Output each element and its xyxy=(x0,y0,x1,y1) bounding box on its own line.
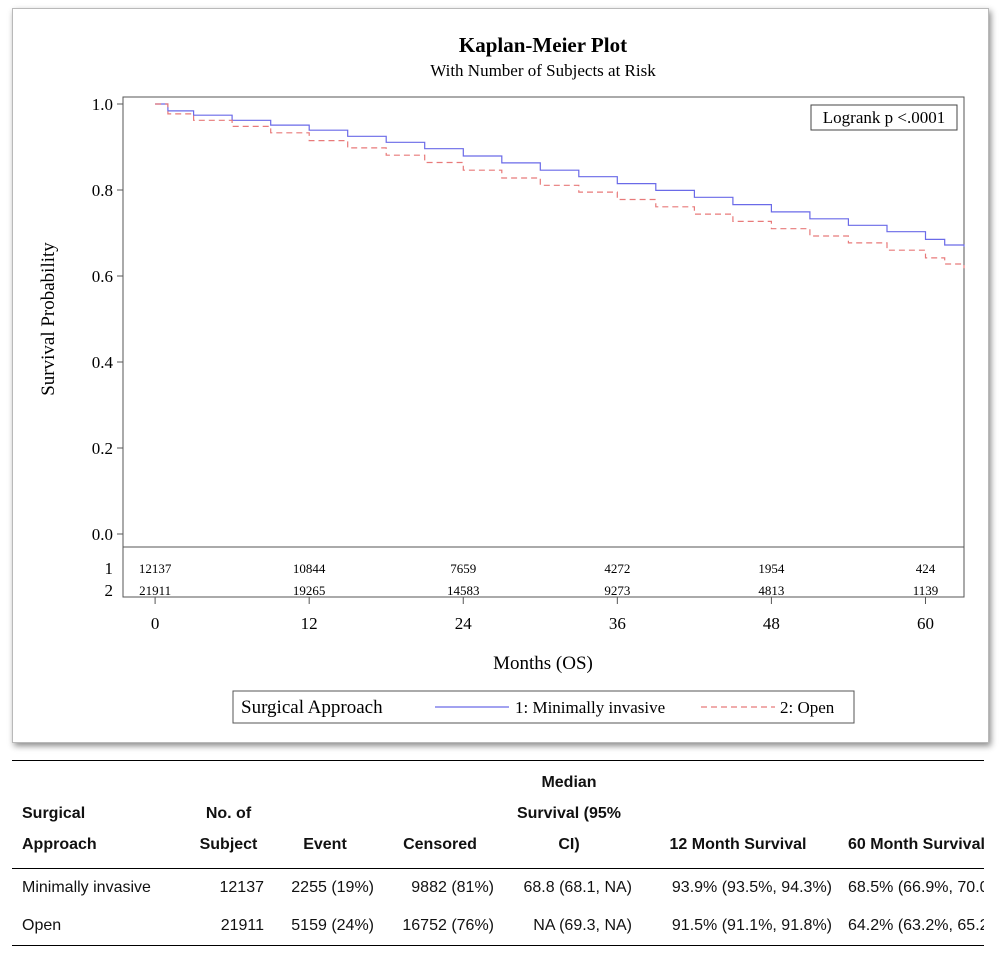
header-censored: Censored xyxy=(403,836,477,853)
y-tick-label: 0.4 xyxy=(92,353,114,372)
at-risk-count: 14583 xyxy=(447,583,480,598)
cell-event: 2255 (19%) xyxy=(291,879,374,896)
y-tick-label: 0.2 xyxy=(92,439,113,458)
at-risk-count: 4272 xyxy=(604,561,630,576)
survival-summary-table: Surgical Approach No. of Subject Event Cen… xyxy=(12,760,984,955)
y-tick-label: 0.6 xyxy=(92,267,113,286)
cell-12-month: 93.9% (93.5%, 94.3%) xyxy=(671,879,832,896)
legend: Surgical Approach 1: Minimally invasive … xyxy=(232,690,855,724)
x-tick-label: 12 xyxy=(301,614,318,633)
table-header-row: Surgical Approach No. of Subject Event Cen… xyxy=(12,761,984,869)
survival-curve-open xyxy=(155,103,965,269)
cell-median: NA (69.3, NA) xyxy=(533,917,632,934)
cell-approach: Minimally invasive xyxy=(22,879,151,896)
table-row: Minimally invasive 12137 2255 (19%) 9882… xyxy=(12,869,984,908)
logrank-annotation: Logrank p <.0001 xyxy=(823,108,945,127)
cell-subjects: 21911 xyxy=(220,917,264,934)
y-tick-label: 0.8 xyxy=(92,181,113,200)
header-surgical-approach: Surgical Approach xyxy=(22,805,97,853)
legend-label-minimally-invasive: 1: Minimally invasive xyxy=(515,698,665,717)
survival-curves xyxy=(155,103,965,269)
survival-curve-minimally-invasive xyxy=(155,103,965,247)
at-risk-count: 10844 xyxy=(293,561,326,576)
at-risk-count: 19265 xyxy=(293,583,326,598)
logrank-box: Logrank p <.0001 xyxy=(810,104,958,131)
y-axis: 0.0 0.2 0.4 0.6 0.8 1.0 xyxy=(92,95,123,544)
at-risk-count: 1954 xyxy=(758,561,785,576)
cell-median: 68.8 (68.1, NA) xyxy=(523,879,633,896)
x-axis-label: Months (OS) xyxy=(493,653,593,674)
cell-60-month: 64.2% (63.2%, 65.2%) xyxy=(848,917,984,934)
header-12-month-survival: 12 Month Survival xyxy=(669,836,807,853)
cell-approach: Open xyxy=(22,917,62,934)
cell-60-month: 68.5% (66.9%, 70.0%) xyxy=(848,879,984,896)
at-risk-count: 424 xyxy=(916,561,936,576)
x-tick-label: 48 xyxy=(763,614,780,633)
y-tick-label: 1.0 xyxy=(92,95,113,114)
x-tick-label: 60 xyxy=(917,614,934,633)
at-risk-count: 9273 xyxy=(604,583,630,598)
x-tick-label: 0 xyxy=(151,614,160,633)
at-risk-count: 1139 xyxy=(913,583,939,598)
cell-censored: 16752 (76%) xyxy=(402,917,494,934)
at-risk-count: 7659 xyxy=(450,561,476,576)
at-risk-count: 12137 xyxy=(139,561,172,576)
plot-frame xyxy=(122,96,965,598)
header-no-of-subject: No. of Subject xyxy=(199,805,258,853)
chart-subtitle: With Number of Subjects at Risk xyxy=(430,61,656,80)
legend-title: Surgical Approach xyxy=(241,697,383,718)
y-tick-label: 0.0 xyxy=(92,525,113,544)
cell-subjects: 12137 xyxy=(219,879,265,896)
x-tick-label: 24 xyxy=(455,614,473,633)
header-60-month-survival: 60 Month Survival xyxy=(848,836,984,853)
cell-12-month: 91.5% (91.1%, 91.8%) xyxy=(671,917,832,934)
x-axis: 0 12 24 36 48 60 xyxy=(151,597,934,633)
at-risk-row-label: 1 xyxy=(105,559,114,578)
x-tick-label: 36 xyxy=(609,614,626,633)
header-median-survival: Median Survival (95% CI) xyxy=(516,774,622,853)
at-risk-table: 1 12137 10844 7659 4272 1954 424 2 21911 19265 145… xyxy=(105,559,939,600)
kaplan-meier-figure: Kaplan-Meier Plot With Number of Subject… xyxy=(12,8,989,743)
y-axis-label: Survival Probability xyxy=(38,242,59,396)
cell-event: 5159 (24%) xyxy=(291,917,374,934)
header-event: Event xyxy=(303,836,347,853)
legend-label-open: 2: Open xyxy=(780,698,835,717)
at-risk-row-label: 2 xyxy=(105,581,114,600)
kaplan-meier-chart: Kaplan-Meier Plot With Number of Subject… xyxy=(38,33,965,724)
cell-censored: 9882 (81%) xyxy=(411,879,494,896)
at-risk-count: 4813 xyxy=(758,583,784,598)
chart-title: Kaplan-Meier Plot xyxy=(459,33,627,57)
table-row: Open 21911 5159 (24%) 16752 (76%) NA (69… xyxy=(12,907,984,946)
at-risk-count: 21911 xyxy=(139,583,171,598)
